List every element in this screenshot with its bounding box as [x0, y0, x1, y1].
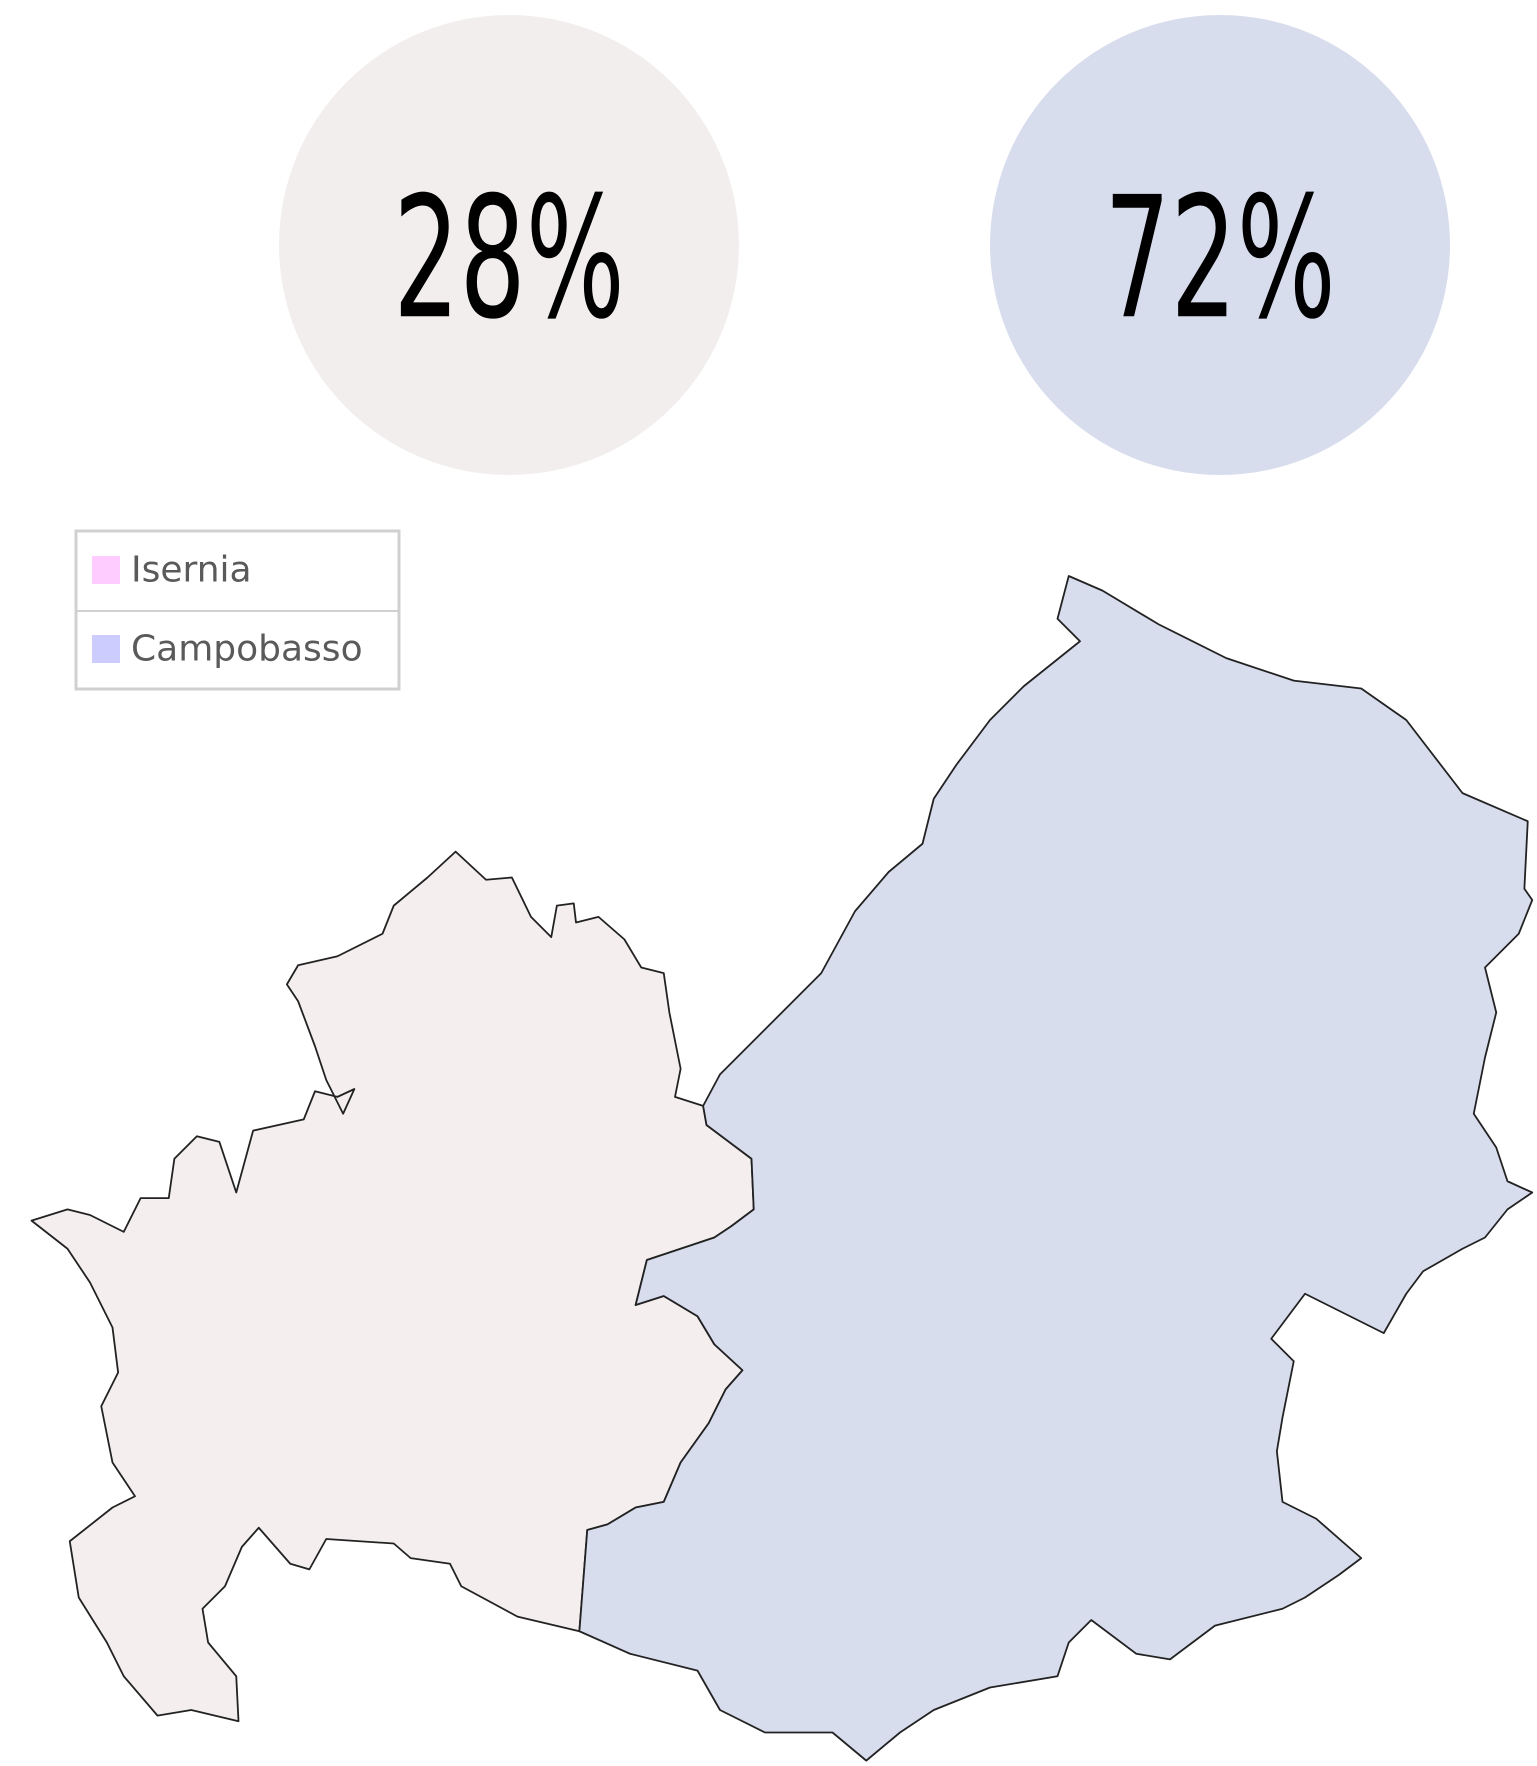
legend-label: Campobasso — [131, 629, 363, 670]
campobasso-region — [578, 575, 1534, 1762]
legend-label: Isernia — [131, 550, 252, 591]
legend: Isernia Campobasso — [74, 529, 401, 691]
share-label: 72% — [1104, 160, 1336, 356]
share-label: 28% — [393, 160, 625, 356]
map — [30, 575, 1534, 1762]
share-circle — [990, 15, 1450, 475]
legend-swatch — [92, 635, 120, 663]
legend-swatch — [92, 556, 120, 584]
share-circle — [279, 15, 739, 475]
